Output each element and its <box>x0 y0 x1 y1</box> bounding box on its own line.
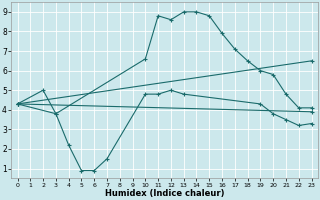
X-axis label: Humidex (Indice chaleur): Humidex (Indice chaleur) <box>105 189 224 198</box>
